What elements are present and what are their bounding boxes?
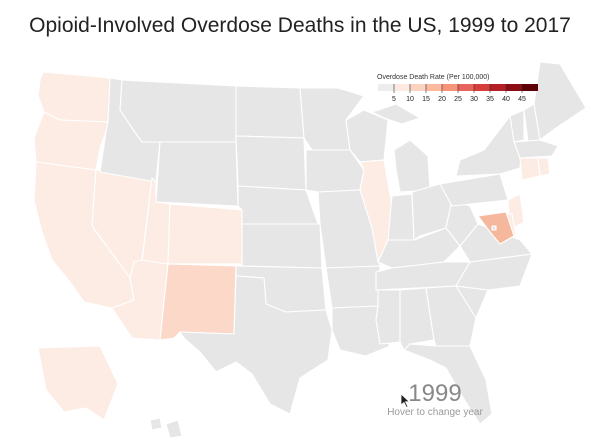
state-fl[interactable] (403, 343, 493, 425)
legend-swatch (394, 84, 410, 91)
state-or[interactable] (33, 111, 109, 171)
state-ak[interactable] (37, 345, 119, 421)
legend-title: Overdose Death Rate (Per 100,000) (377, 74, 489, 81)
state-ri[interactable] (537, 157, 551, 177)
legend-tick-label: 35 (486, 96, 494, 103)
state-dc[interactable] (491, 225, 497, 231)
legend-tick-label: 20 (438, 96, 446, 103)
legend-ticks: 5 10 15 20 25 30 35 40 45 (392, 84, 526, 103)
state-ma[interactable] (513, 139, 559, 159)
state-vt[interactable] (509, 109, 525, 143)
year-label[interactable]: 1999 (408, 380, 462, 407)
state-tx[interactable] (179, 275, 333, 415)
legend-tick-label: 40 (502, 96, 510, 103)
legend-tick-label: 10 (406, 96, 414, 103)
mouse-cursor-icon (400, 393, 411, 409)
map-title: Opioid-Involved Overdose Deaths in the U… (29, 14, 571, 37)
hover-hint: Hover to change year (387, 407, 483, 418)
legend-tick-label: 45 (518, 96, 526, 103)
legend-swatch (458, 84, 474, 91)
legend-swatch (378, 84, 394, 91)
legend-tick-label: 30 (470, 96, 478, 103)
legend-swatch (522, 84, 538, 91)
state-hi[interactable] (149, 417, 183, 439)
legend-tick-label: 25 (454, 96, 462, 103)
legend-swatch (506, 84, 522, 91)
legend-swatch (426, 84, 442, 91)
states-layer (33, 61, 587, 439)
legend-swatch (490, 84, 506, 91)
legend-tick-label: 5 (392, 96, 396, 103)
legend-tick-label: 15 (422, 96, 430, 103)
legend-swatch (410, 84, 426, 91)
legend-swatch (474, 84, 490, 91)
legend-color-bar (378, 84, 538, 91)
legend-swatch (442, 84, 458, 91)
